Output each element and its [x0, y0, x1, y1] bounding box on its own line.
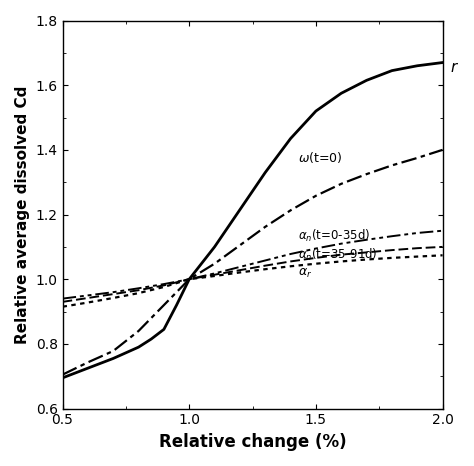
- Text: $\alpha_r$: $\alpha_r$: [298, 267, 312, 280]
- Text: $\alpha_n$(t=35-91d): $\alpha_n$(t=35-91d): [298, 247, 378, 263]
- Text: $\alpha_n$(t=0-35d): $\alpha_n$(t=0-35d): [298, 227, 370, 244]
- X-axis label: Relative change (%): Relative change (%): [159, 433, 346, 451]
- Text: $\omega$(t=0): $\omega$(t=0): [298, 151, 343, 165]
- Text: $r$: $r$: [450, 60, 459, 75]
- Y-axis label: Relative average dissolved Cd: Relative average dissolved Cd: [15, 85, 30, 344]
